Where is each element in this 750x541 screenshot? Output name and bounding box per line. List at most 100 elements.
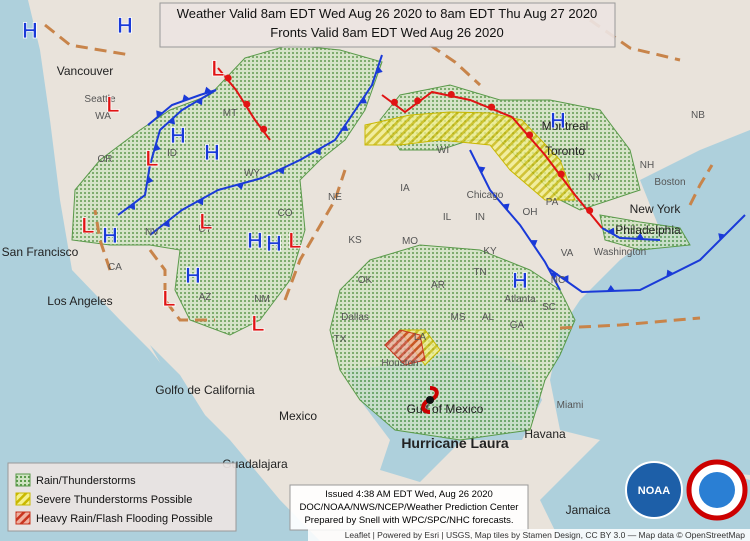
nws-logo: [686, 459, 748, 521]
place-label: OH: [523, 207, 538, 218]
low-pressure: L: [288, 228, 301, 253]
place-label: Guadalajara: [222, 457, 288, 471]
noaa-logo: NOAA: [625, 461, 683, 519]
low-pressure: L: [145, 146, 158, 171]
attribution-bar: [308, 529, 750, 541]
high-pressure: H: [117, 13, 133, 38]
legend-swatch: [15, 511, 31, 525]
place-label: SC: [542, 302, 556, 313]
place-label: Havana: [524, 427, 566, 441]
place-label: NV: [145, 227, 159, 238]
high-pressure: H: [185, 263, 201, 288]
place-label: San Francisco: [2, 245, 79, 259]
front-symbol: [526, 131, 534, 139]
low-pressure: L: [251, 311, 264, 336]
place-label: NH: [640, 160, 654, 171]
front-symbol: [277, 167, 285, 175]
front-symbol: [636, 233, 644, 240]
front-symbol: [236, 182, 244, 190]
low-pressure: L: [211, 56, 224, 81]
front-symbol: [488, 103, 496, 111]
place-label: ID: [167, 148, 177, 159]
high-pressure: H: [102, 223, 118, 248]
place-label: AZ: [199, 292, 212, 303]
place-label: WY: [244, 168, 260, 179]
logo-text: NOAA: [638, 485, 670, 497]
high-pressure: H: [266, 231, 282, 256]
high-pressure: H: [204, 140, 220, 165]
attribution[interactable]: Leaflet | Powered by Esri | USGS, Map ti…: [345, 530, 746, 540]
place-label: Boston: [654, 177, 685, 188]
trough: [429, 43, 482, 87]
high-pressure: H: [247, 228, 263, 253]
place-label: VA: [561, 248, 574, 259]
place-label: Jamaica: [566, 503, 611, 517]
place-label: WA: [95, 111, 111, 122]
front-symbol: [607, 285, 615, 292]
place-label: WI: [437, 145, 449, 156]
place-label: CO: [278, 208, 293, 219]
place-label: New York: [630, 202, 682, 216]
front-line: [149, 54, 383, 236]
front-symbol: [195, 97, 203, 106]
high-pressure: H: [22, 18, 38, 43]
place-label: NB: [691, 110, 705, 121]
place-label: Los Angeles: [47, 294, 112, 308]
place-label: NE: [328, 192, 342, 203]
weather-area: [384, 329, 426, 366]
low-pressure: L: [81, 213, 94, 238]
front-symbol: [557, 170, 565, 178]
issued-line: Prepared by Snell with WPC/SPC/NHC forec…: [304, 515, 513, 526]
place-label: Montreal: [542, 119, 589, 133]
place-label: Miami: [557, 400, 584, 411]
front-symbol: [162, 220, 170, 228]
place-label: AL: [482, 312, 495, 323]
place-label: Dallas: [341, 312, 369, 323]
place-label: IN: [475, 212, 485, 223]
front-symbol: [156, 110, 164, 118]
front-symbol: [260, 125, 268, 133]
place-label: GA: [510, 320, 525, 331]
front-symbol: [204, 86, 212, 94]
front-symbol: [146, 176, 154, 184]
issued-line: Issued 4:38 AM EDT Wed, Aug 26 2020: [325, 489, 493, 500]
place-label: KS: [348, 235, 362, 246]
place-label: OK: [358, 275, 373, 286]
front-symbol: [128, 202, 136, 210]
high-pressure: H: [512, 268, 528, 293]
legend-label: Severe Thunderstorms Possible: [36, 494, 192, 506]
weather-area: [364, 111, 576, 201]
front-symbol: [561, 275, 569, 283]
front-symbol: [607, 227, 615, 235]
issued-line: DOC/NOAA/NWS/NCEP/Weather Prediction Cen…: [300, 502, 519, 513]
place-label: Gulf of Mexico: [407, 402, 484, 416]
weather-area: [329, 244, 576, 441]
legend-swatch: [15, 492, 31, 506]
trough: [283, 169, 347, 301]
weather-area: [599, 214, 691, 251]
place-label: LA: [414, 332, 427, 343]
front-symbol: [196, 198, 204, 206]
weather-areas: [71, 44, 691, 441]
front-line: [381, 90, 513, 118]
place-label: IA: [400, 183, 410, 194]
place-label: CA: [108, 262, 122, 273]
high-pressure: H: [170, 123, 186, 148]
place-label: TN: [473, 267, 486, 278]
place-label: Houston: [381, 358, 418, 369]
trough: [44, 23, 131, 57]
place-label: AR: [431, 280, 445, 291]
front-symbol: [478, 166, 486, 174]
front-symbol: [414, 97, 422, 105]
place-label: MT: [223, 108, 237, 119]
high-pressure: H: [550, 108, 566, 133]
front-symbol: [359, 96, 367, 104]
front-symbol: [168, 117, 176, 125]
issued-box: [289, 484, 529, 531]
fronts: [44, 18, 746, 330]
place-label: Washington: [594, 247, 646, 258]
front-symbol: [224, 74, 232, 82]
trough: [688, 164, 714, 206]
